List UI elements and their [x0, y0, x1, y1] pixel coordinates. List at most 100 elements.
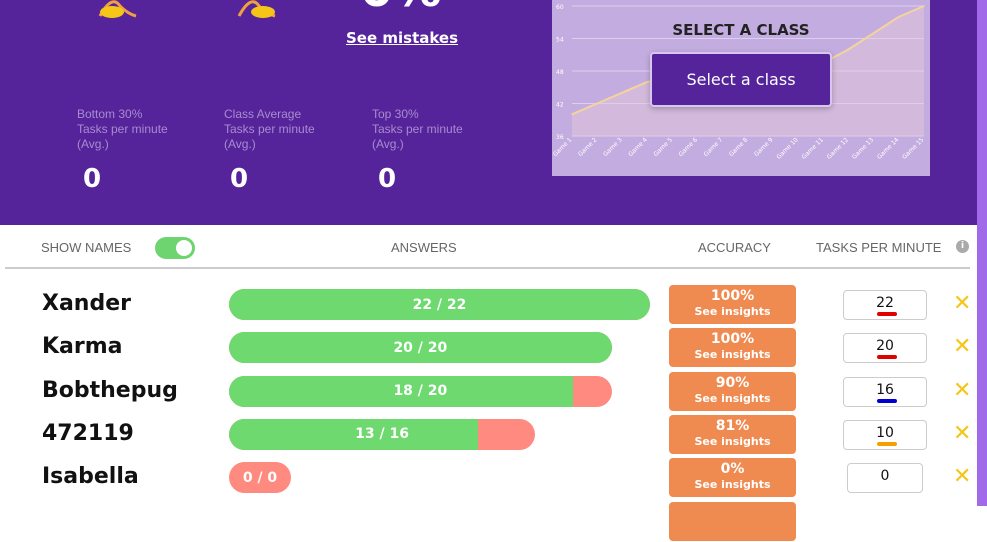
chart-title: SELECT A CLASS: [672, 21, 810, 39]
tpm-box: 20: [843, 333, 927, 364]
tpm-header: TASKS PER MINUTE: [816, 240, 942, 255]
accuracy-value: 0%: [720, 461, 745, 478]
tpm-box: 22: [843, 290, 927, 320]
answers-count: 22 / 22: [412, 296, 467, 313]
tpm-value: 20: [876, 338, 894, 355]
student-name: Karma: [42, 334, 123, 360]
tpm-indicator: [877, 355, 897, 360]
tpm-indicator: [877, 398, 897, 403]
x-tick-label: Game 10: [775, 136, 799, 160]
student-name: Xander: [42, 291, 131, 316]
show-names-toggle[interactable]: [155, 237, 195, 259]
remove-icon[interactable]: ✕: [953, 291, 972, 316]
x-tick-label: Game 11: [801, 136, 825, 160]
see-insights-link[interactable]: See insights: [694, 305, 771, 318]
student-name: Isabella: [42, 464, 139, 490]
tpm-value: 0: [880, 468, 890, 485]
correct-fill: [229, 289, 650, 320]
tpm-indicator: [877, 312, 897, 316]
see-insights-link[interactable]: See insights: [694, 391, 771, 405]
correct-fill: [229, 418, 478, 450]
x-tick-label: Game 4: [627, 136, 649, 158]
accuracy-value: 100%: [710, 331, 755, 348]
see-insights-link[interactable]: See insights: [694, 348, 771, 362]
student-row: [0, 502, 977, 542]
medal-icon: [237, 0, 276, 18]
accuracy-button[interactable]: 0% See insights: [669, 458, 796, 498]
student-row: Bobthepug 18 / 20 90% See insights 16 ✕: [0, 371, 977, 412]
show-names-label: SHOW NAMES: [41, 240, 132, 255]
tpm-value: 10: [876, 424, 894, 441]
results-header: 0% See mistakes Bottom 30%Tasks per minu…: [0, 0, 977, 225]
answers-bar: 18 / 20: [229, 375, 612, 407]
see-insights-link[interactable]: See insights: [694, 434, 771, 448]
progress-chart: 36 42 48 54 60 Game 1 Game 2 Game 3 Game 4 Game 5…: [552, 0, 930, 176]
data-point: [872, 32, 875, 34]
accuracy-value: 81%: [715, 417, 750, 434]
y-tick-label: 36: [556, 134, 564, 141]
medal-icon: [98, 0, 137, 18]
data-point: [847, 48, 850, 51]
student-name: 472119: [42, 420, 134, 446]
x-tick-label: Game 9: [753, 136, 775, 158]
stat-class-average: Class Average Tasks per minute (Avg.) 0: [224, 107, 315, 194]
see-mistakes-link[interactable]: See mistakes: [346, 29, 459, 47]
accuracy-button[interactable]: 81% See insights: [669, 414, 796, 454]
x-tick-label: Game 3: [602, 136, 624, 158]
stat-bottom-30: Bottom 30% Tasks per minute (Avg.) 0: [77, 107, 168, 194]
correct-fill: [229, 332, 612, 364]
x-tick-label: Game 14: [876, 136, 900, 160]
answers-count: 20 / 20: [393, 339, 448, 356]
student-row: Xander 22 / 22 100% See insights 22 ✕: [0, 285, 977, 325]
header-divider: [5, 267, 970, 269]
accuracy-button[interactable]: [669, 502, 796, 541]
student-name: Bobthepug: [42, 377, 178, 403]
answers-bar: 0 / 0: [229, 462, 291, 494]
answers-bar: 22 / 22: [229, 289, 650, 320]
accuracy-button[interactable]: 90% See insights: [669, 371, 796, 411]
tpm-value: 22: [876, 295, 894, 311]
x-tick-label: Game 8: [728, 136, 750, 158]
scrollbar[interactable]: [977, 0, 987, 506]
remove-icon[interactable]: ✕: [953, 334, 972, 360]
remove-icon[interactable]: ✕: [953, 420, 972, 446]
student-row: Karma 20 / 20 100% See insights 20 ✕: [0, 328, 977, 368]
accuracy-button[interactable]: 100% See insights: [669, 328, 796, 368]
data-point: [571, 113, 573, 116]
stat-top-30: Top 30% Tasks per minute (Avg.) 0: [372, 107, 463, 194]
accuracy-value: 100%: [710, 288, 755, 304]
data-point: [621, 91, 624, 94]
accuracy-button[interactable]: 100% See insights: [669, 285, 796, 324]
info-icon[interactable]: i: [956, 240, 969, 253]
x-tick-label: Game 12: [826, 136, 850, 160]
tpm-indicator: [877, 441, 897, 446]
data-point: [596, 102, 598, 105]
accuracy-value: 90%: [715, 374, 750, 391]
see-insights-link[interactable]: See insights: [694, 478, 771, 492]
student-row: Isabella 0 / 0 0% See insights 0 ✕: [0, 458, 977, 498]
score-percent: 0%: [360, 0, 442, 18]
remove-icon[interactable]: ✕: [953, 377, 972, 403]
tpm-value: 16: [876, 381, 894, 398]
remove-icon[interactable]: ✕: [953, 464, 972, 490]
x-tick-label: Game 6: [677, 136, 699, 158]
answers-count: 13 / 16: [355, 426, 409, 443]
x-tick-label: Game 15: [901, 136, 925, 160]
data-point: [898, 16, 900, 18]
student-row: 472119 13 / 16 81% See insights 10 ✕: [0, 414, 977, 455]
answers-bar: 20 / 20: [229, 332, 612, 364]
x-tick-label: Game 7: [703, 136, 725, 158]
answers-count: 18 / 20: [393, 383, 448, 400]
x-tick-label: Game 5: [652, 136, 674, 158]
tpm-box: 0: [847, 463, 923, 494]
y-tick-label: 54: [556, 37, 564, 44]
x-tick-label: Game 2: [577, 136, 599, 158]
tpm-box: 10: [843, 419, 927, 450]
accuracy-header: ACCURACY: [698, 240, 771, 255]
y-tick-label: 60: [556, 4, 564, 11]
y-tick-label: 42: [556, 102, 564, 109]
select-class-button[interactable]: Select a class: [650, 52, 832, 107]
data-point: [646, 81, 649, 83]
tpm-box: 16: [843, 376, 927, 407]
x-tick-label: Game 13: [851, 136, 875, 160]
